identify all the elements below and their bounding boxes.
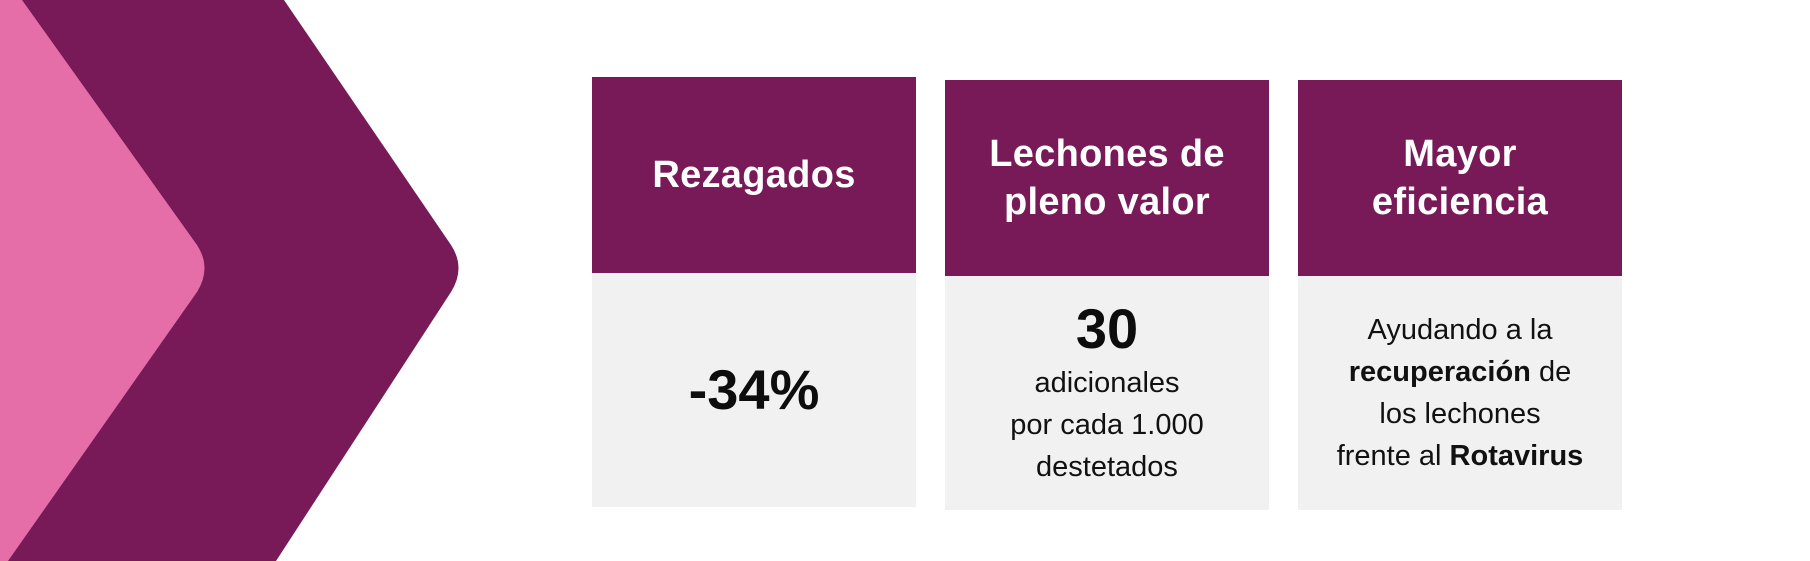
card-body: -34% <box>592 273 916 507</box>
card-desc-line: los lechones <box>1379 398 1541 430</box>
card-desc-bold: recuperación <box>1348 356 1531 388</box>
card-desc-line: destetados <box>1036 451 1178 483</box>
card-title-text: Rezagados <box>652 154 856 196</box>
card-title-line: Mayor <box>1403 133 1517 175</box>
card-desc-text: de <box>1530 356 1572 388</box>
card-title-line: Lechones de <box>989 133 1225 175</box>
card-desc-line: Ayudando a la <box>1367 314 1553 346</box>
card-body: 30 adicionales por cada 1.000 destetados <box>945 276 1269 510</box>
card-body: Ayudando a la recuperación de los lechon… <box>1298 276 1622 510</box>
card-title-line: pleno valor <box>1003 181 1210 223</box>
card-desc-line: por cada 1.000 <box>1010 409 1204 441</box>
card-rezagados: Rezagados -34% <box>592 77 916 507</box>
card-title: Rezagados <box>592 77 916 273</box>
card-lechones-pleno-valor: Lechones de pleno valor 30 adicionales p… <box>945 80 1269 510</box>
chevron-right-pink-icon <box>0 0 205 561</box>
card-desc-text: frente al <box>1336 440 1450 472</box>
card-desc-line: recuperación de <box>1349 351 1571 393</box>
card-value: -34% <box>688 358 820 421</box>
card-desc-bold: Rotavirus <box>1449 440 1584 472</box>
card-mayor-eficiencia: Mayor eficiencia Ayudando a la recuperac… <box>1298 80 1622 510</box>
chevron-decoration <box>0 0 459 561</box>
card-title: Mayor eficiencia <box>1298 80 1622 276</box>
card-desc-line: adicionales <box>1034 367 1180 399</box>
card-title-line: eficiencia <box>1371 181 1549 223</box>
card-desc-line: frente al Rotavirus <box>1337 435 1584 477</box>
card-value: 30 <box>1075 297 1139 360</box>
card-title: Lechones de pleno valor <box>945 80 1269 276</box>
